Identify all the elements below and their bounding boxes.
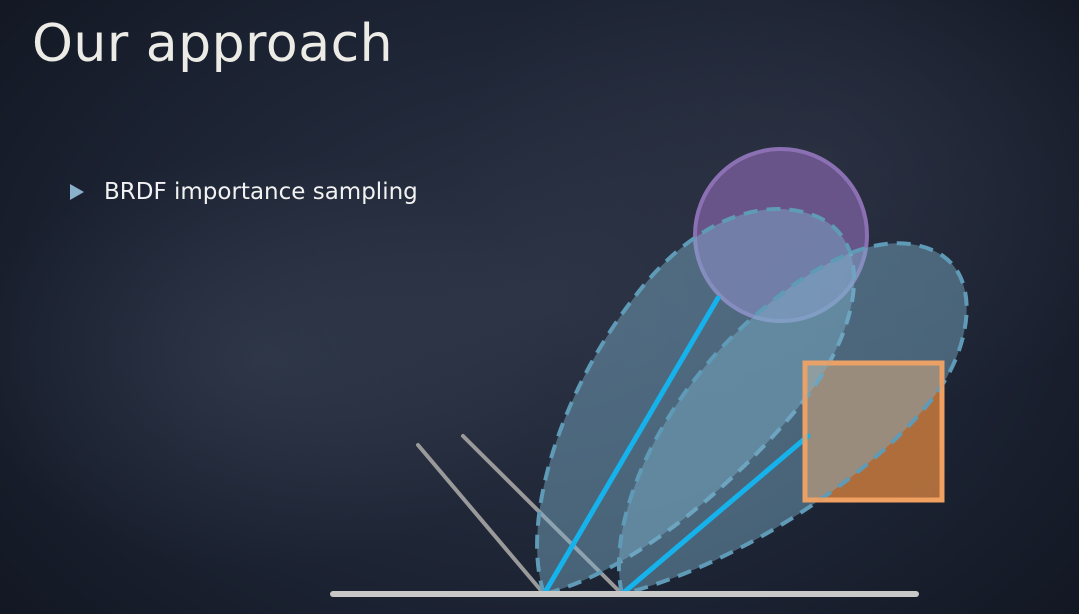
brdf-lobe-right <box>616 241 969 597</box>
bullet-list: BRDF importance sampling <box>70 176 418 208</box>
slide-title: Our approach <box>32 14 394 74</box>
brdf-lobe-left <box>535 207 857 597</box>
bullet-item: BRDF importance sampling <box>70 176 418 208</box>
reflection-ray-right <box>461 434 624 596</box>
bullet-text: BRDF importance sampling <box>104 179 418 205</box>
light-box-outline <box>802 360 945 503</box>
light-sphere <box>693 147 869 323</box>
sample-ray-to-box <box>619 433 811 597</box>
reflection-ray-left <box>416 443 546 596</box>
sample-ray-to-sphere <box>541 295 721 597</box>
triangle-bullet-icon <box>70 184 84 200</box>
